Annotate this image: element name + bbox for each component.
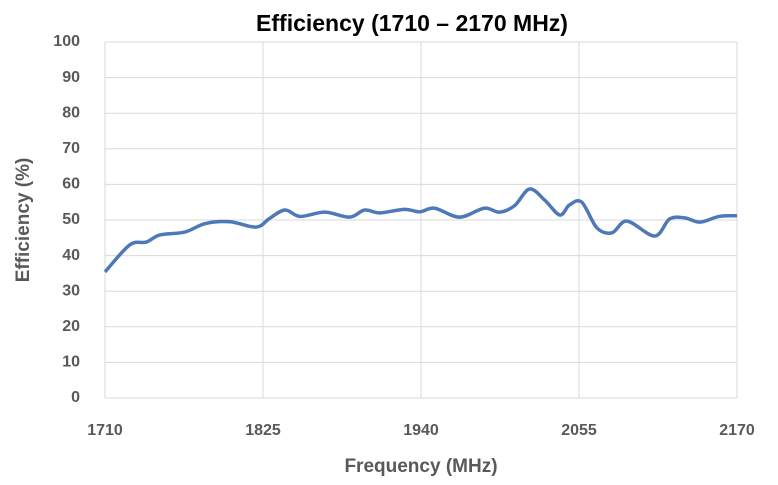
chart-title: Efficiency (1710 – 2170 MHz) xyxy=(256,10,568,36)
y-tick-label: 60 xyxy=(62,176,80,193)
y-tick-label: 70 xyxy=(62,140,80,157)
y-tick-label: 10 xyxy=(62,354,80,371)
y-axis-title: Efficiency (%) xyxy=(13,158,34,283)
y-tick-label: 90 xyxy=(62,69,80,86)
x-tick-label: 1825 xyxy=(245,422,281,439)
x-tick-label: 2055 xyxy=(561,422,597,439)
y-tick-label: 40 xyxy=(62,247,80,264)
x-tick-label: 1710 xyxy=(87,422,123,439)
line-series xyxy=(103,187,738,274)
y-tick-label: 0 xyxy=(71,389,80,406)
y-tick-label: 30 xyxy=(62,282,80,299)
y-tick-label: 20 xyxy=(62,318,80,335)
x-axis-title: Frequency (MHz) xyxy=(344,456,497,477)
y-tick-label: 100 xyxy=(53,33,80,50)
x-tick-label: 2170 xyxy=(719,422,755,439)
y-tick-label: 50 xyxy=(62,211,80,228)
x-tick-label: 1940 xyxy=(403,422,439,439)
y-tick-label: 80 xyxy=(62,104,80,121)
